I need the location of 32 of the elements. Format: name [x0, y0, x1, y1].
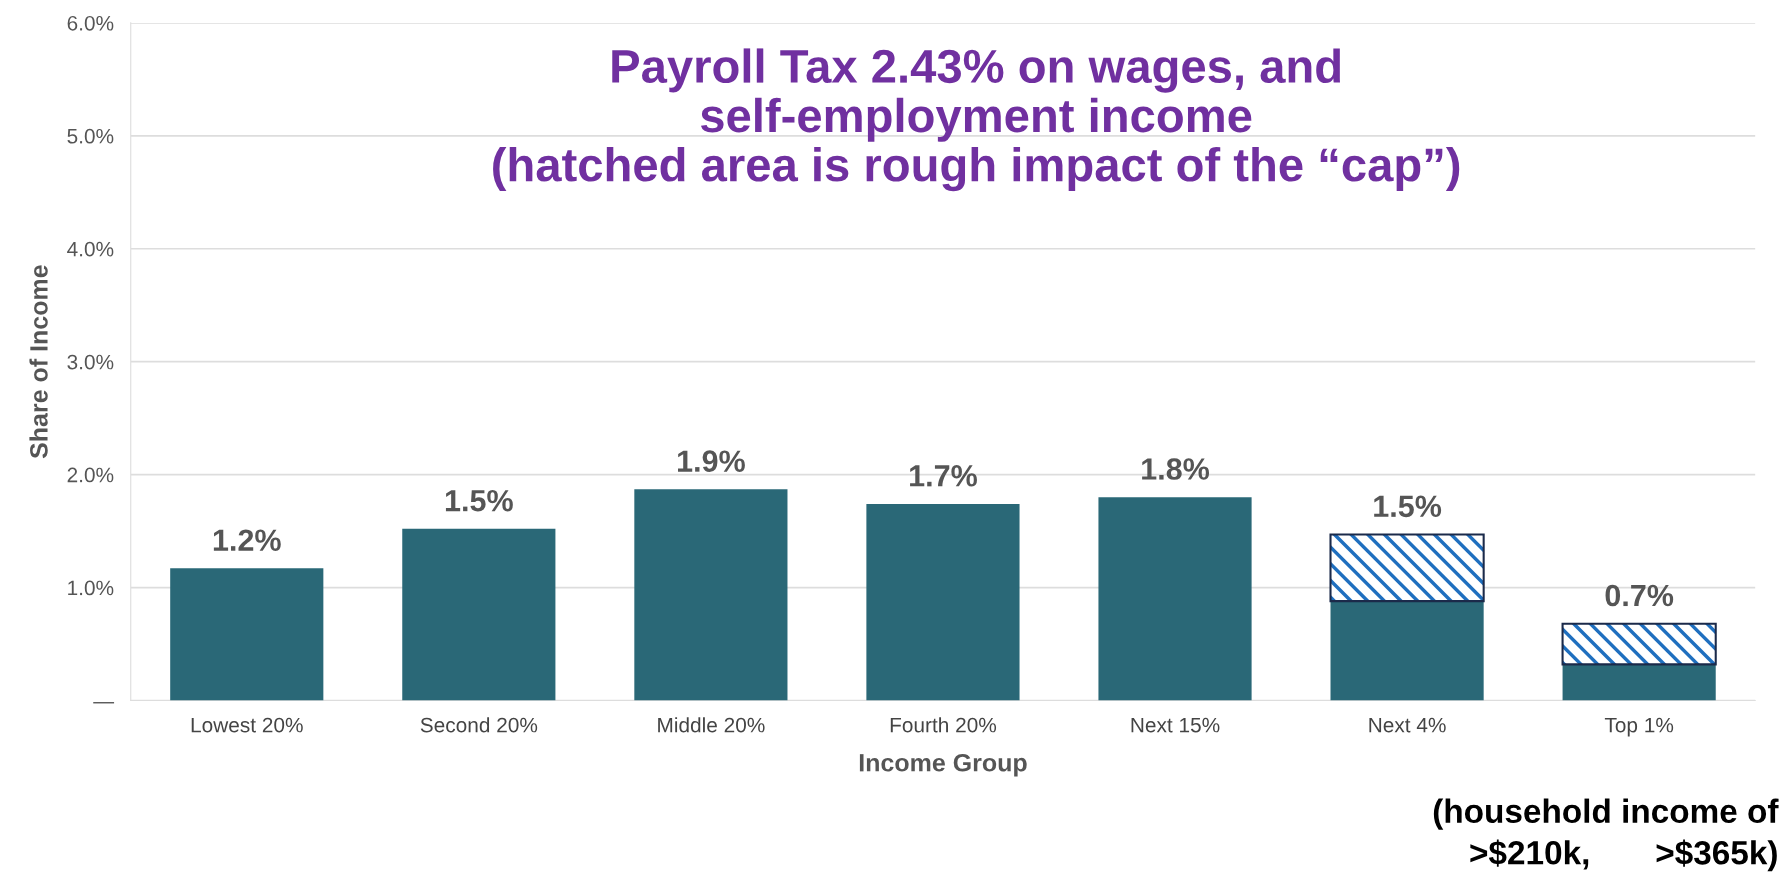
bar: [1330, 601, 1484, 701]
y-tick-label: 5.0%: [67, 128, 114, 144]
y-tick-label: 3.0%: [67, 354, 114, 370]
bar: [170, 568, 324, 701]
y-tick-label: 4.0%: [67, 241, 114, 257]
total-label: 1.5%: [445, 489, 513, 512]
x-tick-label: Next 15%: [1131, 717, 1220, 733]
x-tick-label: Next 4%: [1369, 717, 1446, 733]
y-axis-title: Share of Income: [29, 265, 48, 459]
total-label: 1.8%: [1142, 458, 1210, 480]
x-axis-title: Income Group: [859, 753, 1027, 777]
bar: [634, 489, 788, 701]
text: Payroll Tax 2.43% on wages, and self-employment income (hatched area is rough impact of the “cap”): [493, 48, 1460, 192]
total-label: 1.7%: [910, 465, 977, 487]
y-tick-label: 2.0%: [67, 467, 114, 483]
x-tick-label: Top 1%: [1604, 717, 1674, 737]
total-label: 1.9%: [678, 450, 745, 472]
bar: [1098, 497, 1252, 701]
bar: [402, 528, 556, 701]
total-label: 1.5%: [1374, 495, 1442, 518]
y-tick-label: 6.0%: [67, 15, 114, 31]
x-tick-label: Middle 20%: [658, 717, 765, 733]
total-label: 1.2%: [213, 529, 281, 551]
bar: [1562, 664, 1716, 701]
y-tick-label: 1.0%: [68, 580, 114, 596]
text: (household income of >$210k, >$365k): [1433, 798, 1779, 872]
x-tick-label: Lowest 20%: [191, 717, 303, 733]
x-tick-label: Second 20%: [420, 717, 538, 733]
bar: [866, 503, 1020, 701]
total-label: 0.7%: [1605, 584, 1674, 607]
y-tick-label: —: [93, 702, 115, 704]
x-tick-label: Fourth 20%: [890, 717, 997, 733]
